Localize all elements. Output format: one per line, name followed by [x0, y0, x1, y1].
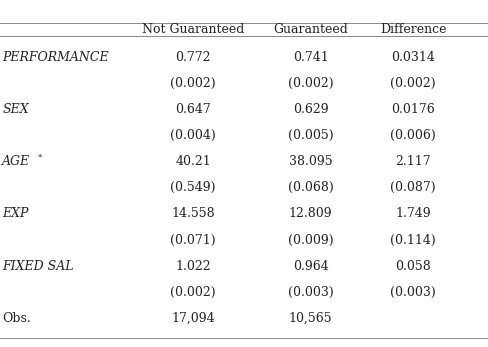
- Text: (0.006): (0.006): [389, 129, 435, 142]
- Text: Not Guaranteed: Not Guaranteed: [142, 23, 244, 36]
- Text: (0.549): (0.549): [170, 181, 216, 194]
- Text: (0.002): (0.002): [170, 77, 216, 90]
- Text: 0.772: 0.772: [175, 51, 210, 64]
- Text: (0.002): (0.002): [389, 77, 435, 90]
- Text: Obs.: Obs.: [2, 312, 31, 325]
- Text: 0.058: 0.058: [394, 260, 430, 273]
- Text: (0.005): (0.005): [287, 129, 333, 142]
- Text: (0.009): (0.009): [287, 234, 333, 247]
- Text: 2.117: 2.117: [395, 155, 430, 168]
- Text: (0.002): (0.002): [287, 77, 333, 90]
- Text: (0.114): (0.114): [389, 234, 435, 247]
- Text: 0.629: 0.629: [292, 103, 327, 116]
- Text: 0.741: 0.741: [292, 51, 328, 64]
- Text: (0.003): (0.003): [389, 286, 435, 299]
- Text: 1.749: 1.749: [395, 208, 430, 220]
- Text: (0.004): (0.004): [170, 129, 216, 142]
- Text: 0.0314: 0.0314: [390, 51, 434, 64]
- Text: 14.558: 14.558: [171, 208, 215, 220]
- Text: FIXED SAL: FIXED SAL: [2, 260, 74, 273]
- Text: AGE: AGE: [2, 155, 31, 168]
- Text: (0.087): (0.087): [389, 181, 435, 194]
- Text: Difference: Difference: [379, 23, 446, 36]
- Text: (0.002): (0.002): [170, 286, 216, 299]
- Text: 38.095: 38.095: [288, 155, 332, 168]
- Text: SEX: SEX: [2, 103, 29, 116]
- Text: 17,094: 17,094: [171, 312, 215, 325]
- Text: 12.809: 12.809: [288, 208, 332, 220]
- Text: 40.21: 40.21: [175, 155, 211, 168]
- Text: *: *: [38, 153, 42, 161]
- Text: 0.964: 0.964: [292, 260, 328, 273]
- Text: Guaranteed: Guaranteed: [272, 23, 347, 36]
- Text: PERFORMANCE: PERFORMANCE: [2, 51, 109, 64]
- Text: 1.022: 1.022: [175, 260, 210, 273]
- Text: 0.647: 0.647: [175, 103, 211, 116]
- Text: (0.071): (0.071): [170, 234, 216, 247]
- Text: 0.0176: 0.0176: [390, 103, 434, 116]
- Text: (0.068): (0.068): [287, 181, 333, 194]
- Text: (0.003): (0.003): [287, 286, 333, 299]
- Text: 10,565: 10,565: [288, 312, 332, 325]
- Text: EXP: EXP: [2, 208, 29, 220]
